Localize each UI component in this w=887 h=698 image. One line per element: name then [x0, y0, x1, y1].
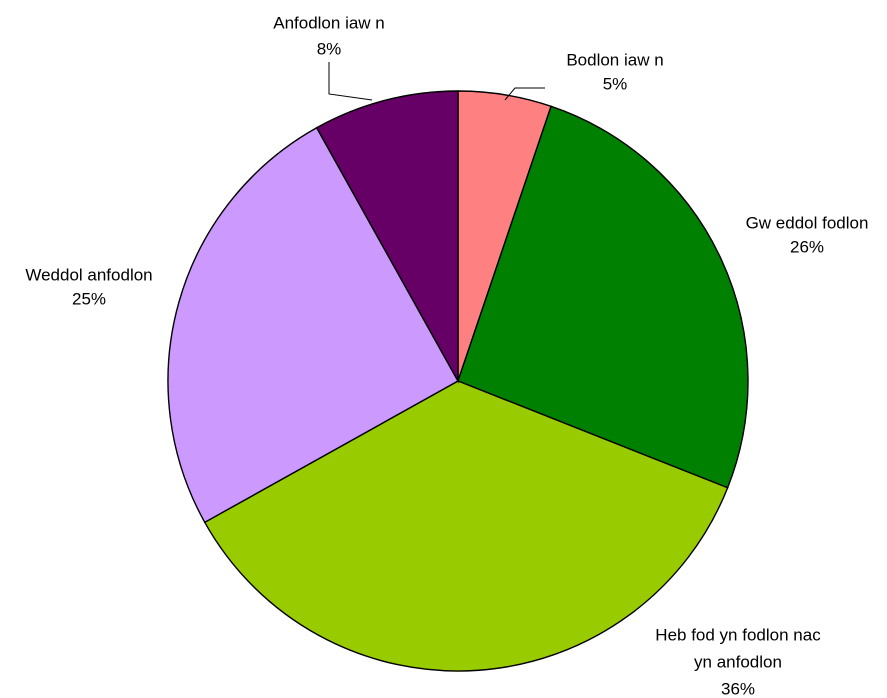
slice-label-bodlon-iaw-n-line-1: Bodlon iaw n — [566, 50, 663, 69]
pie-slices — [167, 90, 749, 672]
slice-label-weddol-anfodlon-line-1: Weddol anfodlon — [25, 265, 152, 284]
percent-label-gw-eddol-fodlon: 26% — [790, 237, 824, 256]
slice-labels: Bodlon iaw n 5% Gw eddol fodlon 26% Heb fod … — [25, 13, 868, 698]
pie-slice-anfodlon-iaw-n — [315, 90, 459, 384]
slice-label-heb-fod-yn-fodlon-nac-yn-anfodlon-line-2: yn anfodlon — [694, 652, 782, 671]
pie-slice-weddol-anfodlon — [167, 126, 459, 524]
percent-label-heb-fod-yn-fodlon-nac-yn-anfodlon: 36% — [721, 679, 755, 698]
percent-label-bodlon-iaw-n: 5% — [603, 74, 628, 93]
slice-label-gw-eddol-fodlon-line-1: Gw eddol fodlon — [746, 213, 869, 232]
leader-line-bodlon-iaw-n — [504, 87, 545, 101]
percent-label-weddol-anfodlon: 25% — [72, 289, 106, 308]
leader-lines — [328, 62, 545, 101]
slice-label-anfodlon-iaw-n-line-1: Anfodlon iaw n — [273, 13, 385, 32]
pie-slice-gw-eddol-fodlon — [457, 105, 749, 489]
leader-line-anfodlon-iaw-n — [328, 62, 373, 101]
pie-slice-heb-fod-yn-fodlon-nac-yn-anfodlon — [203, 380, 729, 672]
slice-label-heb-fod-yn-fodlon-nac-yn-anfodlon-line-1: Heb fod yn fodlon nac — [655, 625, 821, 644]
percent-label-anfodlon-iaw-n: 8% — [317, 39, 342, 58]
